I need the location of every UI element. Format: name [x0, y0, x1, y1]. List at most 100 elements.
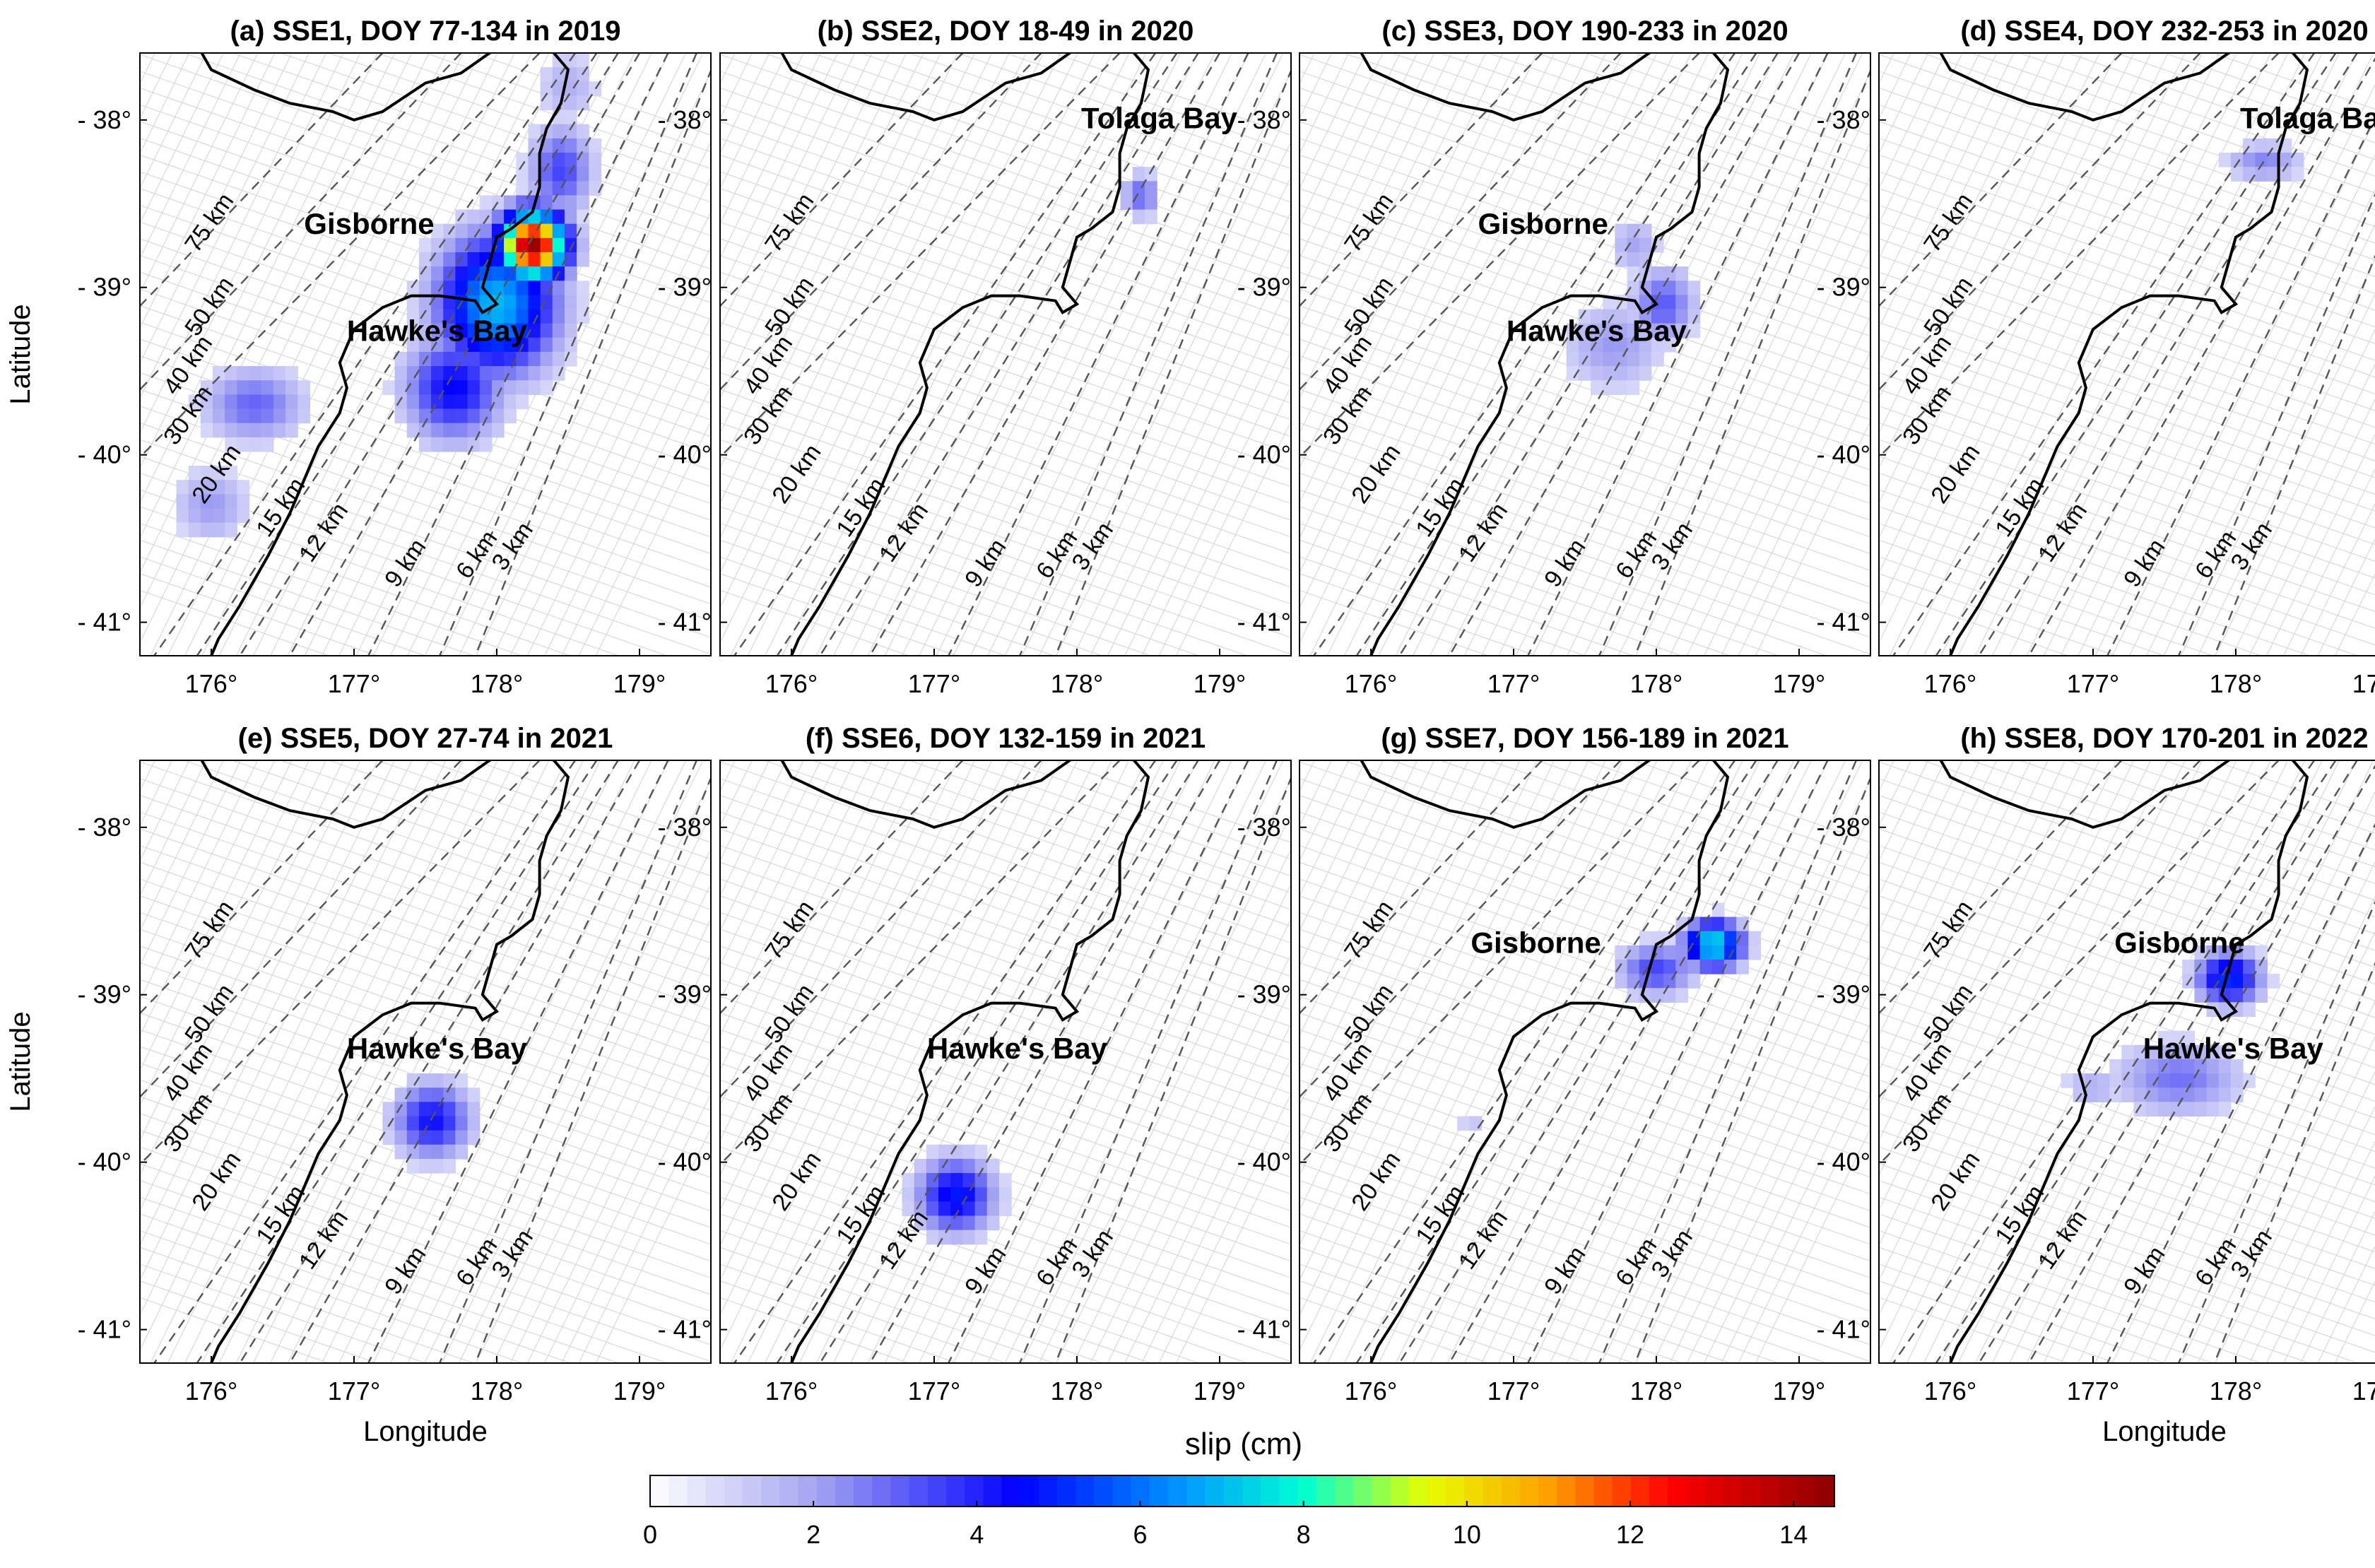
colorbar-swatch: [1223, 1475, 1243, 1507]
colorbar-swatch: [1242, 1475, 1261, 1507]
slip-cell: [1699, 916, 1713, 932]
slip-cell: [467, 209, 481, 225]
slip-cell: [237, 366, 250, 381]
slip-cell: [2291, 167, 2304, 182]
colorbar-tick-label: 0: [643, 1520, 657, 1549]
slip-cell: [213, 522, 225, 538]
slip-cell: [589, 167, 602, 182]
slip-cell: [2206, 959, 2220, 974]
slip-cell: [1120, 195, 1133, 211]
slip-cell: [467, 337, 481, 353]
slip-cell: [418, 1116, 432, 1131]
depth-contour-line: [2213, 962, 2375, 1363]
slip-cell: [577, 281, 589, 295]
slip-cell: [504, 195, 517, 211]
slip-cell: [2170, 1073, 2183, 1088]
slip-cell: [200, 480, 213, 495]
slip-cell: [540, 380, 553, 395]
slip-cell: [467, 408, 481, 424]
slip-cell: [1663, 959, 1676, 974]
depth-contour-line: [733, 760, 1157, 1363]
colorbar-swatch: [1372, 1475, 1391, 1507]
slip-cell: [564, 252, 577, 267]
slip-cell: [431, 380, 444, 395]
slip-cell: [914, 1173, 927, 1188]
y-tick-label: - 40°: [78, 1148, 131, 1177]
slip-cell: [1615, 974, 1628, 989]
slip-cell: [261, 423, 274, 438]
slip-cell: [1639, 945, 1652, 960]
slip-cell: [1639, 366, 1652, 381]
slip-cell: [479, 209, 493, 225]
slip-cell: [540, 67, 553, 82]
slip-cell: [479, 380, 493, 395]
slip-cell: [914, 1201, 927, 1217]
slip-cell: [2243, 988, 2256, 1003]
y-tick-label: - 39°: [1237, 980, 1291, 1009]
slip-cell: [1120, 181, 1133, 196]
depth-label: 50 km: [1919, 272, 1978, 341]
slip-cell: [2230, 167, 2244, 182]
slip-cell: [962, 1173, 976, 1188]
slip-cell: [176, 508, 189, 524]
slip-cell: [528, 252, 541, 267]
fault-mesh: [720, 760, 1291, 1363]
x-tick-label: 178°: [1051, 669, 1103, 698]
slip-cell: [443, 423, 456, 438]
y-tick-label: - 38°: [1237, 105, 1291, 134]
slip-cell: [1711, 902, 1725, 918]
slip-cell: [455, 1130, 468, 1145]
slip-cell: [418, 266, 432, 281]
slip-cell: [213, 466, 225, 481]
slip-cell: [577, 53, 589, 68]
colorbar-swatch: [1020, 1475, 1039, 1507]
depth-contour-line: [720, 760, 964, 1015]
x-tick-label: 177°: [328, 1377, 380, 1405]
depth-contour-line: [239, 53, 619, 656]
slip-cell: [1639, 237, 1652, 253]
slip-cell: [443, 323, 456, 338]
slip-cell: [431, 351, 444, 367]
slip-cell: [467, 252, 481, 267]
slip-cell: [479, 295, 493, 310]
slip-cell: [950, 1173, 963, 1188]
slip-cell: [2230, 1073, 2244, 1088]
depth-label: 20 km: [1346, 440, 1405, 509]
slip-cell: [564, 181, 577, 196]
slip-cell: [443, 1158, 456, 1174]
slip-cell: [2097, 1073, 2110, 1088]
slip-cell: [1736, 959, 1749, 974]
slip-cell: [1675, 988, 1689, 1003]
slip-cell: [455, 394, 468, 410]
slip-cells: [1457, 902, 1762, 1131]
slip-cell: [1627, 351, 1640, 367]
colorbar-tick-label: 4: [970, 1520, 984, 1549]
depth-contour-line: [1019, 760, 1278, 1363]
slip-cell: [2279, 167, 2292, 182]
slip-cell: [455, 281, 468, 295]
slip-cell: [564, 138, 577, 153]
slip-cell: [297, 394, 310, 410]
slip-cell: [2291, 152, 2304, 167]
slip-cell: [516, 309, 529, 324]
slip-cell: [1615, 223, 1628, 239]
depth-label: 75 km: [1339, 895, 1398, 965]
depth-contour-line: [289, 53, 641, 656]
slip-cell: [455, 1144, 468, 1160]
slip-cell: [2157, 1102, 2171, 1117]
slip-cell: [938, 1158, 951, 1174]
y-tick-label: - 39°: [78, 273, 131, 302]
slip-cell: [552, 309, 565, 324]
slip-cell: [504, 351, 517, 367]
slip-cell: [2157, 1073, 2171, 1088]
slip-cell: [455, 323, 468, 338]
slip-cell: [1675, 309, 1689, 324]
slip-cell: [1639, 295, 1652, 310]
y-tick-label: - 40°: [658, 440, 712, 469]
slip-cell: [577, 237, 589, 253]
slip-cell: [1144, 181, 1157, 196]
x-tick-label: 178°: [1630, 669, 1682, 698]
slip-cell: [1615, 323, 1628, 338]
slip-cell: [455, 366, 468, 381]
slip-cell: [467, 281, 481, 295]
